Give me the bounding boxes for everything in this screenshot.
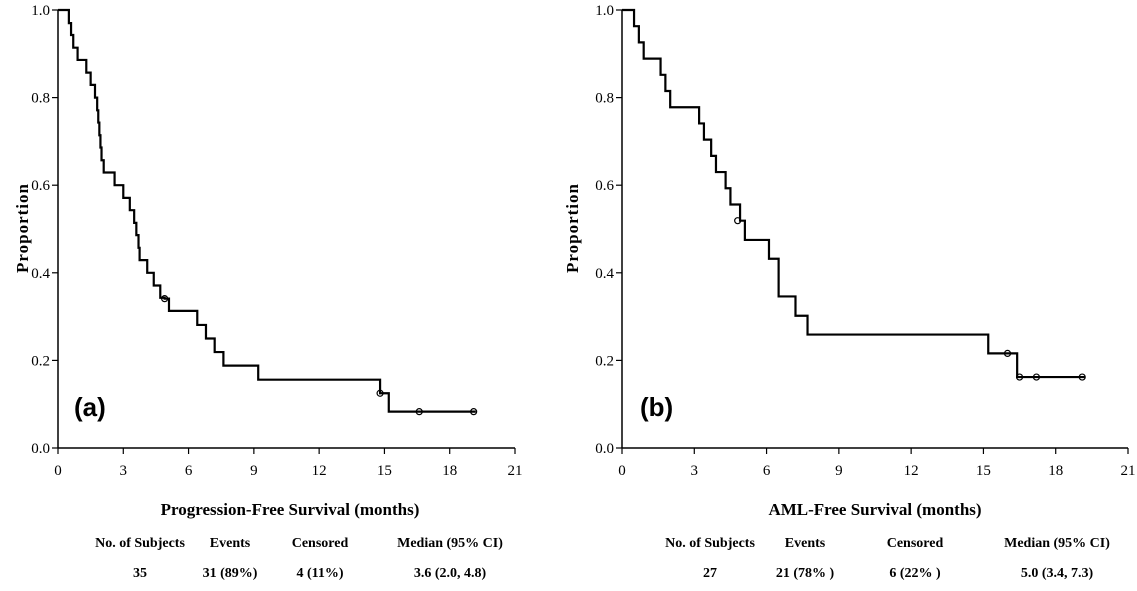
x-tick-label: 18 <box>442 463 457 479</box>
y-axis-label-b: Proportion <box>563 183 582 273</box>
censor-mark <box>734 217 742 225</box>
survival-curve <box>622 8 1085 379</box>
censor-mark <box>376 389 384 397</box>
y-tick-label: 1.0 <box>595 3 614 19</box>
x-tick-label: 21 <box>508 463 523 479</box>
y-axis-label-a: Proportion <box>13 183 32 273</box>
x-tick-label: 3 <box>691 463 699 479</box>
header-subjects: No. of Subjects <box>665 536 755 551</box>
x-tick-label: 21 <box>1121 463 1136 479</box>
y-tick-label: 0.0 <box>595 441 614 457</box>
value-subjects: 35 <box>133 566 147 581</box>
value-median: 5.0 (3.4, 7.3) <box>1020 566 1094 581</box>
censor-mark <box>470 408 478 416</box>
header-events: Events <box>784 536 826 551</box>
survival-curve <box>58 8 476 413</box>
value-events: 31 (89%) <box>202 566 258 581</box>
x-tick-label: 15 <box>377 463 392 479</box>
km-plot-a: 0 3 6 9 12 15 18 21 0.0 0.2 0.4 0.6 0.8 1.0 <box>31 3 523 479</box>
y-tick-label: 0.2 <box>595 353 614 369</box>
x-axis-label-b: AML-Free Survival (months) <box>768 500 982 519</box>
header-censored: Censored <box>886 536 944 551</box>
censor-mark <box>415 408 423 416</box>
value-censored: 4 (11%) <box>296 566 344 581</box>
x-tick-label: 6 <box>763 463 771 479</box>
panel-label-a: (a) <box>74 392 106 422</box>
x-axis-label-a: Progression-Free Survival (months) <box>160 500 420 519</box>
y-tick-label: 1.0 <box>31 3 50 19</box>
y-tick-label: 0.2 <box>31 353 50 369</box>
header-median: Median (95% CI) <box>397 536 503 551</box>
header-subjects: No. of Subjects <box>95 536 185 551</box>
y-tick-label: 0.6 <box>31 178 50 194</box>
km-chart-b: 0 3 6 9 12 15 18 21 0.0 0.2 0.4 0.6 0.8 1.0 Proportio… <box>560 0 1137 591</box>
km-plot-b: 0 3 6 9 12 15 18 21 0.0 0.2 0.4 0.6 0.8 1.0 <box>595 3 1136 479</box>
x-tick-label: 9 <box>250 463 258 479</box>
x-tick-label: 0 <box>618 463 626 479</box>
panel-label-b: (b) <box>640 392 674 422</box>
y-tick-label: 0.0 <box>31 441 50 457</box>
censor-mark <box>1015 373 1024 381</box>
censor-mark <box>1003 349 1012 357</box>
x-tick-label: 0 <box>54 463 62 479</box>
value-subjects: 27 <box>703 566 717 581</box>
censor-mark <box>161 295 169 303</box>
censor-mark <box>1032 373 1041 381</box>
header-median: Median (95% CI) <box>1004 536 1110 551</box>
y-tick-label: 0.8 <box>31 91 50 107</box>
header-events: Events <box>209 536 251 551</box>
x-tick-label: 3 <box>120 463 128 479</box>
x-tick-label: 15 <box>976 463 991 479</box>
x-tick-label: 18 <box>1048 463 1063 479</box>
value-censored: 6 (22% ) <box>889 566 941 581</box>
censor-mark <box>1078 373 1086 381</box>
km-chart-a: 0 3 6 9 12 15 18 21 0.0 0.2 0.4 0.6 0.8 1.0 Proportio… <box>0 0 560 591</box>
value-events: 21 (78% ) <box>775 566 835 581</box>
y-tick-label: 0.8 <box>595 91 614 107</box>
value-median: 3.6 (2.0, 4.8) <box>413 566 487 581</box>
x-tick-label: 12 <box>904 463 919 479</box>
x-tick-label: 12 <box>312 463 327 479</box>
y-tick-label: 0.4 <box>31 266 50 282</box>
header-censored: Censored <box>291 536 349 551</box>
x-tick-label: 9 <box>835 463 843 479</box>
y-tick-label: 0.6 <box>595 178 614 194</box>
x-tick-label: 6 <box>185 463 193 479</box>
y-tick-label: 0.4 <box>595 266 614 282</box>
